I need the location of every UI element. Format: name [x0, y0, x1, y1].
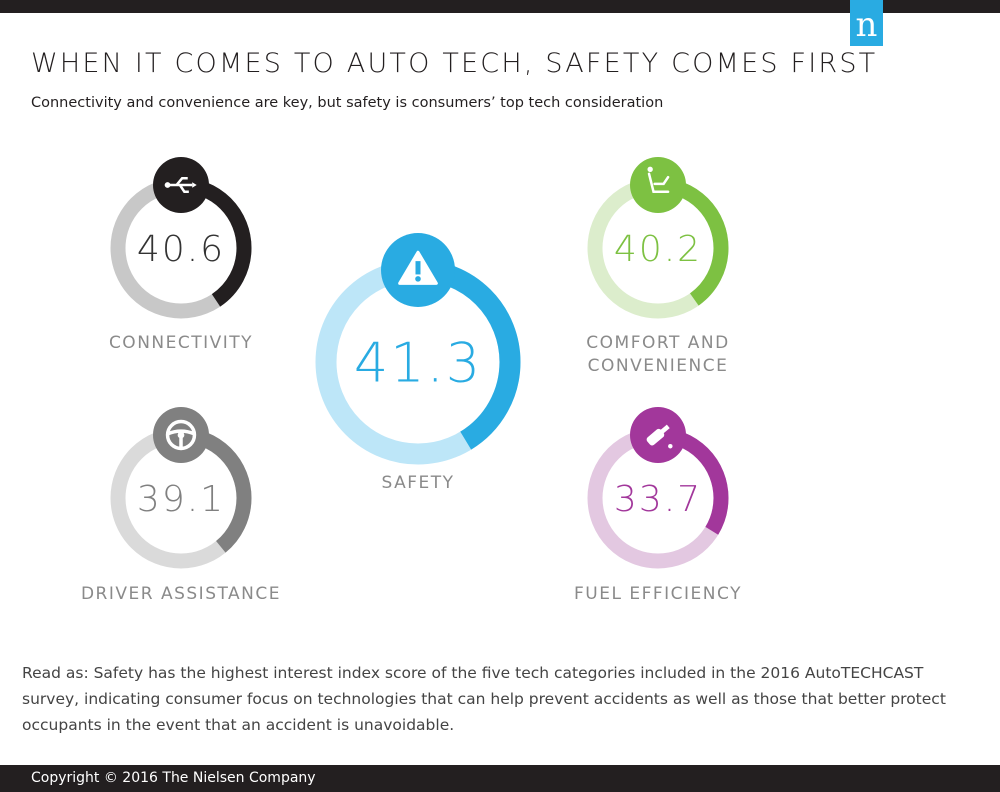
page-title: WHEN IT COMES TO AUTO TECH, SAFETY COMES…	[31, 48, 878, 79]
category-label: CONVENIENCE	[588, 356, 729, 376]
category-label: COMFORT AND	[586, 333, 729, 353]
value-label: 41.3	[354, 331, 482, 394]
donut-connectivity: 40.6 CONNECTIVITY	[109, 157, 253, 353]
seat-icon	[630, 157, 686, 213]
fuel-pump-icon	[630, 407, 686, 463]
donut-charts: 40.6 CONNECTIVITY 41.3 SAFETY 40.2 COMFORT AN…	[81, 157, 742, 604]
usb-glyph	[167, 177, 193, 193]
warning-icon	[381, 233, 455, 307]
read-as-note: Read as: Safety has the highest interest…	[22, 664, 946, 734]
page-subtitle: Connectivity and convenience are key, bu…	[31, 95, 664, 111]
copyright: Copyright © 2016 The Nielsen Company	[31, 770, 316, 786]
category-label: CONNECTIVITY	[109, 333, 253, 353]
category-label: SAFETY	[381, 473, 454, 493]
value-label: 33.7	[614, 479, 702, 520]
category-label: DRIVER ASSISTANCE	[81, 584, 281, 604]
value-label: 40.2	[614, 229, 702, 270]
donut-driver-assistance: 39.1 DRIVER ASSISTANCE	[81, 407, 281, 604]
donut-comfort-and-convenience: 40.2 COMFORT AND CONVENIENCE	[586, 157, 729, 376]
category-label: FUEL EFFICIENCY	[574, 584, 742, 604]
footer-bar: Copyright © 2016 The Nielsen Company	[0, 765, 1000, 792]
donut-fuel-efficiency: 33.7 FUEL EFFICIENCY	[574, 407, 742, 604]
top-bar	[0, 0, 1000, 13]
nielsen-logo: n	[850, 0, 883, 46]
donut-safety: 41.3 SAFETY	[315, 233, 521, 493]
value-label: 39.1	[137, 479, 225, 520]
value-label: 40.6	[137, 229, 225, 270]
usb-icon	[153, 157, 209, 213]
steering-wheel-icon	[153, 407, 209, 463]
